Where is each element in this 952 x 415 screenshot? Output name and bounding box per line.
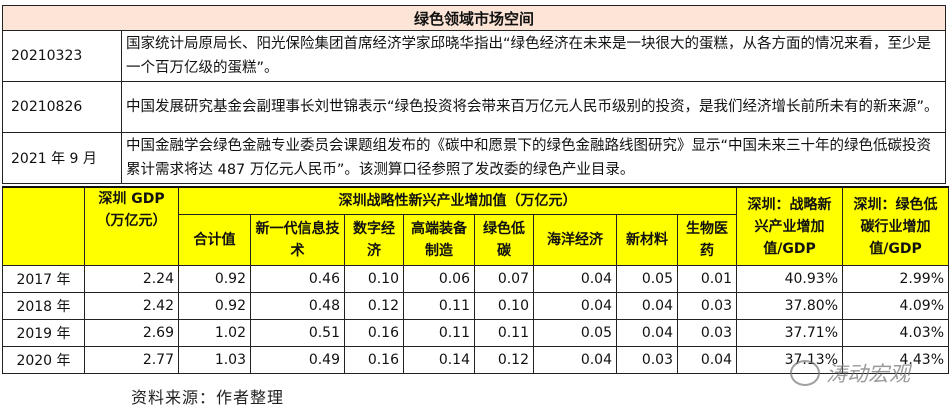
value-cell: 0.04: [533, 265, 617, 293]
gdp-header: 深圳 GDP（万亿元）: [84, 186, 179, 266]
value-cell: 0.11: [403, 292, 475, 320]
value-cell: 0.49: [250, 346, 345, 374]
value-cell: 40.93%: [736, 265, 843, 293]
value-cell: 37.80%: [736, 292, 843, 320]
watermark: 涛动宏观: [790, 358, 910, 388]
value-cell: 2.77: [84, 346, 179, 374]
table-row: 2017 年 2.24 0.92 0.46 0.10 0.06 0.07 0.04 0.05 0.…: [2, 265, 949, 293]
table-row: 2018 年 2.42 0.92 0.48 0.12 0.11 0.10 0.04 0.04 0.…: [2, 292, 949, 320]
year-cell: 2018 年: [2, 292, 85, 320]
value-cell: 0.03: [677, 292, 737, 320]
sub-header: 新材料: [616, 214, 678, 266]
value-cell: 2.42: [84, 292, 179, 320]
value-cell: 4.03%: [842, 319, 949, 347]
value-cell: 0.01: [677, 265, 737, 293]
value-cell: 0.04: [616, 319, 678, 347]
value-cell: 1.03: [178, 346, 251, 374]
value-cell: 0.05: [616, 265, 678, 293]
table-title: 绿色领域市场空间: [2, 5, 946, 31]
value-cell: 37.71%: [736, 319, 843, 347]
value-cell: 0.03: [677, 319, 737, 347]
watermark-text: 涛动宏观: [826, 362, 910, 386]
industry-data-table: 深圳 GDP（万亿元） 深圳战略性新兴产业增加值（万亿元） 深圳：战略新兴产业增…: [2, 186, 949, 374]
value-cell: 0.04: [533, 346, 617, 374]
sub-header: 合计值: [178, 214, 251, 266]
value-cell: 0.48: [250, 292, 345, 320]
sub-header: 生物医药: [677, 214, 737, 266]
value-cell: 0.04: [616, 292, 678, 320]
quote-row: 2021 年 9 月中国金融学会绿色金融专业委员会课题组发布的《碳中和愿景下的绿…: [2, 132, 946, 184]
quote-date: 20210323: [2, 30, 122, 82]
value-cell: 0.51: [250, 319, 345, 347]
year-cell: 2019 年: [2, 319, 85, 347]
quote-text: 国家统计局原局长、阳光保险集团首席经济学家邱晓华指出“绿色经济在未来是一块很大的…: [121, 30, 946, 82]
value-cell: 0.92: [178, 292, 251, 320]
market-space-table: 绿色领域市场空间 20210323 国家统计局原局长、阳光保险集团首席经济学家邱晓…: [2, 5, 946, 184]
value-cell: 0.16: [344, 319, 404, 347]
value-cell: 2.24: [84, 265, 179, 293]
source-note: 资料来源：作者整理: [131, 388, 285, 407]
sub-header: 绿色低碳: [474, 214, 534, 266]
value-cell: 0.03: [616, 346, 678, 374]
value-cell: 0.04: [677, 346, 737, 374]
sub-header: 高端装备制造: [403, 214, 475, 266]
value-cell: 4.09%: [842, 292, 949, 320]
value-cell: 0.07: [474, 265, 534, 293]
value-cell: 0.14: [403, 346, 475, 374]
value-cell: 0.04: [533, 292, 617, 320]
value-cell: 0.12: [474, 346, 534, 374]
sub-header: 数字经济: [344, 214, 404, 266]
value-cell: 0.05: [533, 319, 617, 347]
sub-header: 新一代信息技术: [250, 214, 345, 266]
wechat-icon: [790, 360, 820, 386]
value-cell: 0.06: [403, 265, 475, 293]
value-cell: 0.11: [403, 319, 475, 347]
year-header: [2, 186, 85, 266]
table-row: 2019 年 2.69 1.02 0.51 0.16 0.11 0.11 0.05 0.04 0.…: [2, 319, 949, 347]
year-cell: 2020 年: [2, 346, 85, 374]
ratio2-header: 深圳：绿色低碳行业增加值/GDP: [842, 186, 949, 266]
value-cell: 0.16: [344, 346, 404, 374]
quote-date: 2021 年 9 月: [2, 132, 122, 184]
value-cell: 0.92: [178, 265, 251, 293]
table-row: 2020 年 2.77 1.03 0.49 0.16 0.14 0.12 0.04 0.03 0.…: [2, 346, 949, 374]
quote-date: 20210826: [2, 81, 122, 133]
ratio1-header: 深圳：战略新兴产业增加值/GDP: [736, 186, 843, 266]
value-cell: 0.10: [344, 265, 404, 293]
value-cell: 0.11: [474, 319, 534, 347]
quote-row: 20210323 国家统计局原局长、阳光保险集团首席经济学家邱晓华指出“绿色经济在…: [2, 30, 946, 82]
value-cell: 4.43%: [842, 346, 949, 374]
quote-row: 20210826 中国发展研究基金会副理事长刘世锦表示“绿色投资将会带来百万亿元人…: [2, 81, 946, 133]
quote-text: 中国金融学会绿色金融专业委员会课题组发布的《碳中和愿景下的绿色金融路线图研究》显…: [121, 132, 946, 184]
value-cell: 0.12: [344, 292, 404, 320]
group-header: 深圳战略性新兴产业增加值（万亿元）: [178, 186, 737, 215]
value-cell: 0.46: [250, 265, 345, 293]
quote-text: 中国发展研究基金会副理事长刘世锦表示“绿色投资将会带来百万亿元人民币级别的投资，…: [121, 81, 946, 133]
value-cell: 2.69: [84, 319, 179, 347]
sub-header: 海洋经济: [533, 214, 617, 266]
year-cell: 2017 年: [2, 265, 85, 293]
value-cell: 1.02: [178, 319, 251, 347]
value-cell: 0.10: [474, 292, 534, 320]
value-cell: 2.99%: [842, 265, 949, 293]
